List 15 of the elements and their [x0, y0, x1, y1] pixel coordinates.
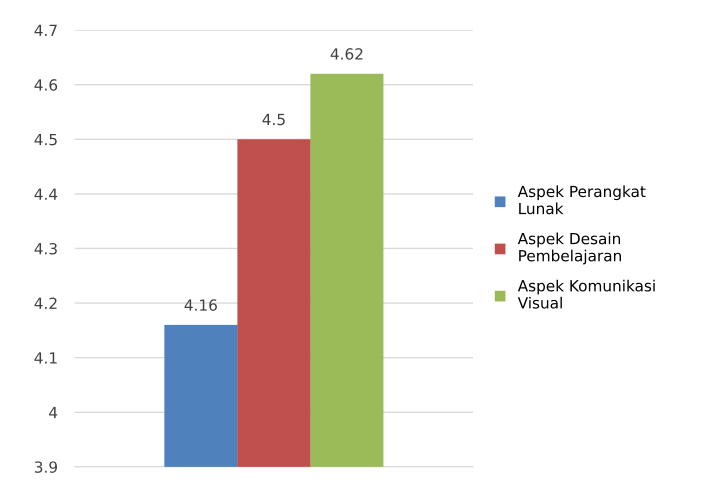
- y-tick-label: 4.2: [34, 298, 57, 309]
- y-tick-label: 4.1: [34, 352, 57, 364]
- legend-label: Aspek Komunikasi Visual: [518, 280, 655, 309]
- legend-label: Aspek Perangkat Lunak: [518, 185, 646, 214]
- data-label: 4.5: [262, 114, 285, 126]
- y-tick-label: 4.4: [34, 188, 58, 200]
- data-label: 4.62: [330, 48, 362, 60]
- y-tick-label: 3.9: [34, 461, 57, 473]
- legend-label: Aspek Desain Pembelajaran: [518, 232, 621, 264]
- y-tick-label: 4.5: [34, 134, 57, 146]
- y-tick-label: 4.7: [34, 24, 57, 36]
- y-tick-label: 4: [49, 406, 58, 418]
- data-label: 4.16: [184, 299, 217, 311]
- y-tick-label: 4.3: [34, 242, 57, 255]
- y-tick-label: 4.6: [34, 79, 58, 91]
